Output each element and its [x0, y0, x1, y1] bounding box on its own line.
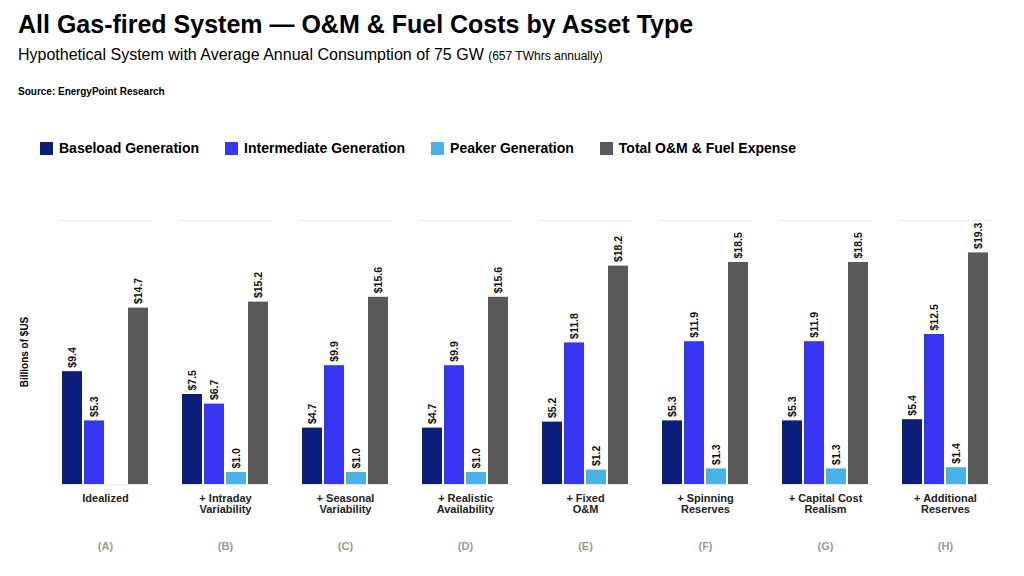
svg-text:$18.5: $18.5 [852, 232, 864, 258]
html-text:Billions of $US: Billions of $US [18, 316, 30, 388]
svg-text:$5.2: $5.2 [546, 398, 558, 419]
svg-text:$1.2: $1.2 [590, 446, 602, 467]
svg-text:$14.7: $14.7 [132, 278, 144, 304]
svg-text:$9.4: $9.4 [66, 347, 78, 368]
svg-text:$5.3: $5.3 [786, 396, 798, 417]
svg-text:(D): (D) [458, 540, 474, 552]
svg-text:+ FixedO&M: + FixedO&M [566, 492, 604, 515]
svg-text:+ RealisticAvailability: + RealisticAvailability [437, 492, 496, 515]
svg-text:$18.2: $18.2 [612, 236, 624, 262]
svg-text:$6.7: $6.7 [208, 380, 220, 401]
svg-text:$19.3: $19.3 [972, 222, 984, 248]
svg-text:$12.5: $12.5 [928, 304, 940, 330]
html-text:Peaker Generation: Peaker Generation [450, 140, 574, 156]
svg-text:(C): (C) [338, 540, 354, 552]
svg-text:(G): (G) [818, 540, 834, 552]
html-text:Baseload Generation: Baseload Generation [59, 140, 199, 156]
svg-text:$15.6: $15.6 [372, 267, 384, 293]
svg-text:$4.7: $4.7 [426, 404, 438, 425]
svg-text:$5.4: $5.4 [906, 395, 918, 416]
svg-text:$5.3: $5.3 [666, 396, 678, 417]
svg-text:$1.0: $1.0 [470, 448, 482, 469]
svg-text:(B): (B) [218, 540, 234, 552]
svg-text:$1.0: $1.0 [230, 448, 242, 469]
svg-text:$18.5: $18.5 [732, 232, 744, 258]
svg-text:+ SeasonalVariability: + SeasonalVariability [317, 492, 375, 515]
svg-text:$4.7: $4.7 [306, 404, 318, 425]
svg-text:Idealized: Idealized [82, 492, 128, 504]
svg-text:(E): (E) [578, 540, 593, 552]
svg-text:+ AdditionalReserves: + AdditionalReserves [914, 492, 977, 515]
html-text:Hypothetical System with Avera: Hypothetical System with Average Annual … [18, 46, 603, 63]
svg-text:$11.8: $11.8 [568, 313, 580, 339]
svg-text:$9.9: $9.9 [448, 341, 460, 362]
svg-text:(H): (H) [938, 540, 954, 552]
svg-text:+ Capital CostRealism: + Capital CostRealism [789, 492, 863, 515]
svg-text:$15.6: $15.6 [492, 267, 504, 293]
svg-text:(A): (A) [98, 540, 114, 552]
svg-text:$1.3: $1.3 [710, 444, 722, 465]
svg-text:$5.3: $5.3 [88, 396, 100, 417]
svg-text:+ IntradayVariability: + IntradayVariability [199, 492, 252, 515]
svg-text:+ SpinningReserves: + SpinningReserves [677, 492, 734, 515]
svg-text:$15.2: $15.2 [252, 272, 264, 298]
svg-text:$11.9: $11.9 [808, 312, 820, 338]
html-text:Source: EnergyPoint Research: Source: EnergyPoint Research [18, 86, 165, 97]
svg-text:$7.5: $7.5 [186, 370, 198, 391]
svg-text:$9.9: $9.9 [328, 341, 340, 362]
svg-text:$11.9: $11.9 [688, 312, 700, 338]
svg-text:(F): (F) [698, 540, 712, 552]
html-text:All Gas-fired System — O&M & F: All Gas-fired System — O&M & Fuel Costs … [18, 10, 694, 38]
svg-text:$1.0: $1.0 [350, 448, 362, 469]
html-text:Intermediate Generation: Intermediate Generation [244, 140, 406, 156]
svg-text:$1.3: $1.3 [830, 444, 842, 465]
svg-text:$1.4: $1.4 [950, 443, 962, 464]
html-text:Total O&M & Fuel Expense: Total O&M & Fuel Expense [618, 140, 796, 156]
